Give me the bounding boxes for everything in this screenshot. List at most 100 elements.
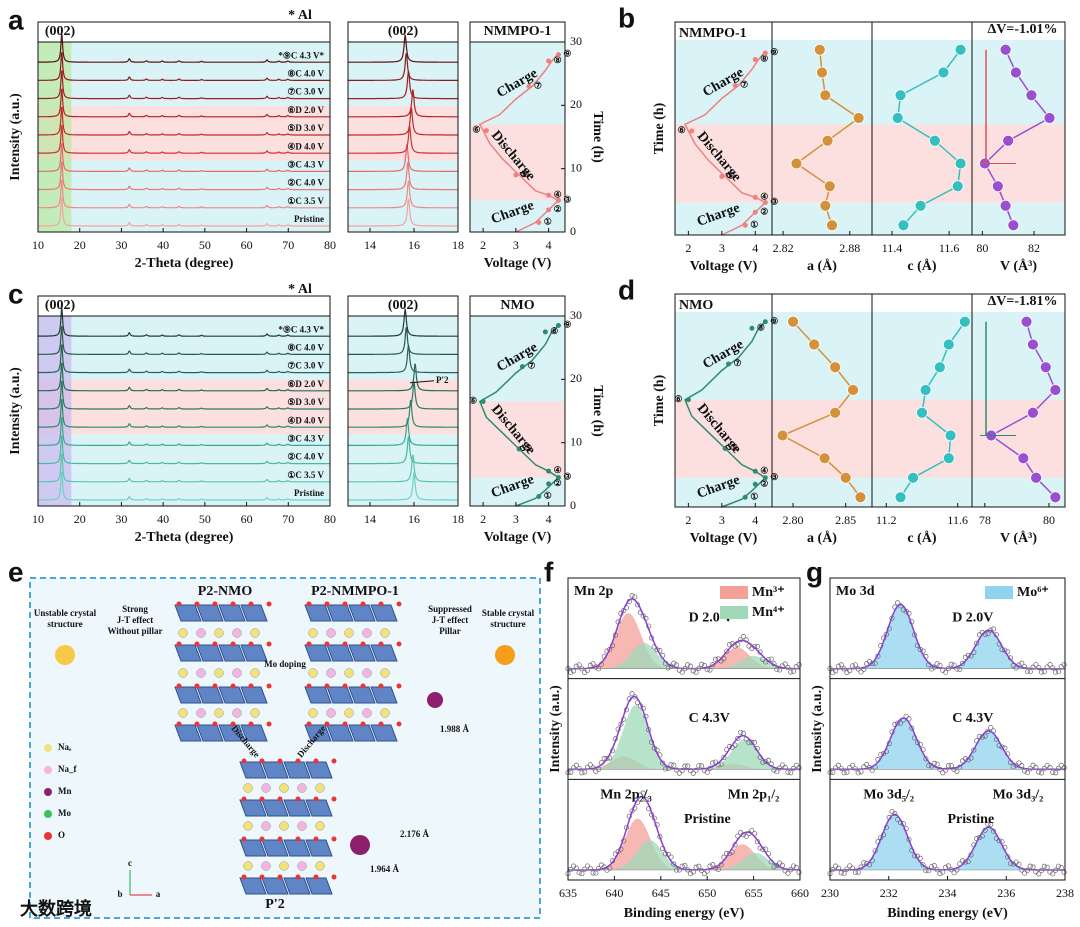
state-label: ⑧ [554, 55, 562, 65]
state-point [546, 468, 552, 474]
oxygen [295, 836, 301, 842]
octahedra-slab [174, 724, 202, 742]
legend-label: Mo⁶⁺ [1017, 585, 1049, 600]
xrd-trace [38, 362, 330, 392]
raw-point [957, 666, 963, 672]
raw-point [579, 770, 585, 776]
state-point [555, 197, 561, 203]
lattice-point [991, 180, 1004, 193]
x-axis-title: c (Å) [907, 258, 936, 274]
oxygen [241, 874, 247, 880]
zoom-trace [348, 71, 458, 100]
state-label: ⑦ [534, 80, 542, 90]
na-f [196, 628, 206, 638]
state-point [519, 364, 525, 370]
oxygen [277, 874, 283, 880]
schematic-note: Suppressed [428, 604, 472, 614]
y-tick-label: 10 [570, 434, 582, 448]
state-point [742, 222, 748, 228]
na-f [297, 783, 307, 793]
state-label: ⑨ [770, 47, 778, 57]
raw-point [1007, 861, 1014, 867]
y-axis-title: Time (h) [590, 111, 605, 163]
schematic-note: structure [47, 619, 82, 629]
fit-peak [568, 655, 800, 669]
raw-point [760, 759, 766, 765]
oxygen [360, 683, 366, 689]
raw-point [629, 593, 635, 599]
na-e [344, 708, 354, 718]
raw-point [1047, 662, 1053, 668]
raw-point [1061, 869, 1067, 875]
raw-point [682, 763, 688, 769]
raw-point [1050, 871, 1056, 877]
trace-label: *⑨C 4.3 V* [278, 324, 324, 334]
oxygen [378, 683, 384, 689]
raw-point [707, 863, 713, 869]
delta-label: ΔV=-1.01% [987, 22, 1057, 37]
state-point [536, 494, 542, 499]
xrd-trace [38, 143, 330, 172]
lattice-point [1049, 384, 1062, 396]
raw-point [945, 763, 951, 769]
schematic-note: Stable crystal [482, 608, 535, 618]
zoom-trace [348, 400, 458, 428]
oxygen [313, 796, 319, 802]
oxygen [248, 683, 254, 689]
octahedra-slab [196, 686, 224, 704]
raw-point [763, 758, 769, 764]
trace-label: ⑧C 4.0 V [287, 342, 324, 352]
raw-point [576, 765, 582, 772]
raw-point [855, 869, 861, 875]
fit-peak [830, 604, 1065, 669]
oxygen [295, 874, 301, 880]
y-tick-label: 10 [570, 160, 582, 174]
x-axis-title: Voltage (V) [484, 256, 552, 271]
x-tick-label: 2.80 [783, 513, 804, 527]
state-point [762, 319, 768, 325]
oxygen [266, 721, 272, 727]
zoom-trace [348, 53, 458, 81]
fit-peak [568, 705, 800, 770]
fit-envelope [830, 717, 1065, 771]
state-label: ② [554, 478, 562, 488]
raw-point [999, 744, 1005, 750]
oxygen [324, 721, 330, 727]
state-label: ① [750, 491, 758, 501]
state-point [752, 194, 758, 200]
na-e [308, 628, 318, 638]
state-point [722, 446, 728, 451]
lattice-point [1002, 134, 1015, 147]
plot-title: NMO [679, 298, 713, 313]
state-label: ⑨ [563, 320, 571, 330]
x-tick-label: 80 [324, 238, 336, 252]
raw-point [749, 827, 755, 834]
raw-point [1024, 668, 1030, 675]
xrd-trace [38, 161, 330, 191]
raw-point [1055, 668, 1061, 675]
raw-point [629, 691, 635, 697]
zoom-trace [348, 107, 458, 136]
state-label: ④ [554, 189, 562, 199]
state-point [719, 174, 725, 179]
na-f [232, 668, 242, 678]
raw-point [699, 661, 705, 667]
raw-point [931, 863, 937, 869]
raw-point [735, 735, 741, 741]
octahedra-slab [304, 604, 332, 622]
oxygen [360, 641, 366, 647]
state-point [689, 128, 695, 134]
fit-peak [568, 739, 800, 770]
raw-point [835, 663, 842, 669]
zoom-trace [348, 345, 458, 374]
lattice-point [919, 384, 932, 396]
raw-point [1036, 665, 1042, 671]
mn-octahedron [350, 835, 370, 855]
raw-point [892, 811, 898, 817]
raw-point [988, 725, 994, 731]
raw-point [937, 871, 943, 877]
lattice-point [1017, 452, 1030, 465]
lattice-point [916, 406, 928, 419]
octahedra-slab [196, 604, 224, 622]
lattice-point [907, 471, 919, 484]
